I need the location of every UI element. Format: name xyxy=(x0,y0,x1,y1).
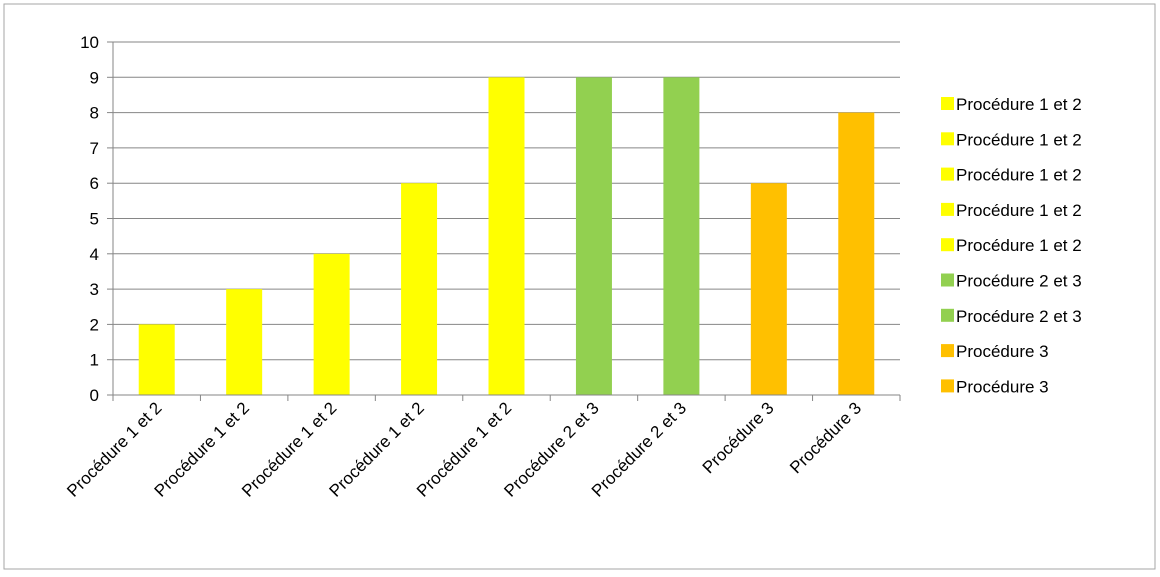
legend-swatch xyxy=(941,202,954,216)
bar xyxy=(226,289,263,395)
y-tick-label: 4 xyxy=(90,245,99,264)
y-tick-label: 3 xyxy=(90,280,99,299)
legend-swatch xyxy=(941,379,954,393)
legend-label: Procédure 1 et 2 xyxy=(956,95,1082,114)
y-tick-label: 8 xyxy=(90,104,99,123)
legend-label: Procédure 1 et 2 xyxy=(956,236,1082,255)
bar xyxy=(488,77,525,396)
bar xyxy=(575,77,612,396)
legend-swatch xyxy=(941,344,954,358)
legend-swatch xyxy=(941,238,954,252)
legend-label: Procédure 2 et 3 xyxy=(956,272,1082,291)
bar xyxy=(138,324,175,395)
y-tick-label: 2 xyxy=(90,315,99,334)
y-tick-label: 5 xyxy=(90,210,99,229)
legend-swatch xyxy=(941,132,954,146)
bars xyxy=(138,77,875,396)
y-tick-label: 0 xyxy=(90,386,99,405)
y-tick-label: 6 xyxy=(90,174,99,193)
y-tick-label: 1 xyxy=(90,351,99,370)
bar xyxy=(750,183,787,395)
legend-label: Procédure 2 et 3 xyxy=(956,307,1082,326)
bar xyxy=(838,112,875,395)
bar xyxy=(313,253,350,395)
legend-label: Procédure 3 xyxy=(956,377,1049,396)
y-tick-label: 9 xyxy=(90,68,99,87)
legend: Procédure 1 et 2 Procédure 1 et 2 Procédur… xyxy=(941,95,1082,396)
bar xyxy=(663,77,700,396)
legend-swatch xyxy=(941,167,954,181)
y-tick-label: 10 xyxy=(80,33,99,52)
legend-swatch xyxy=(941,97,954,110)
legend-label: Procédure 3 xyxy=(956,342,1049,361)
legend-label: Procédure 1 et 2 xyxy=(956,130,1082,149)
y-tick-label: 7 xyxy=(90,139,99,158)
legend-label: Procédure 1 et 2 xyxy=(956,166,1082,185)
bar xyxy=(401,183,438,395)
legend-label: Procédure 1 et 2 xyxy=(956,201,1082,220)
legend-swatch xyxy=(941,273,954,287)
legend-swatch xyxy=(941,308,954,322)
